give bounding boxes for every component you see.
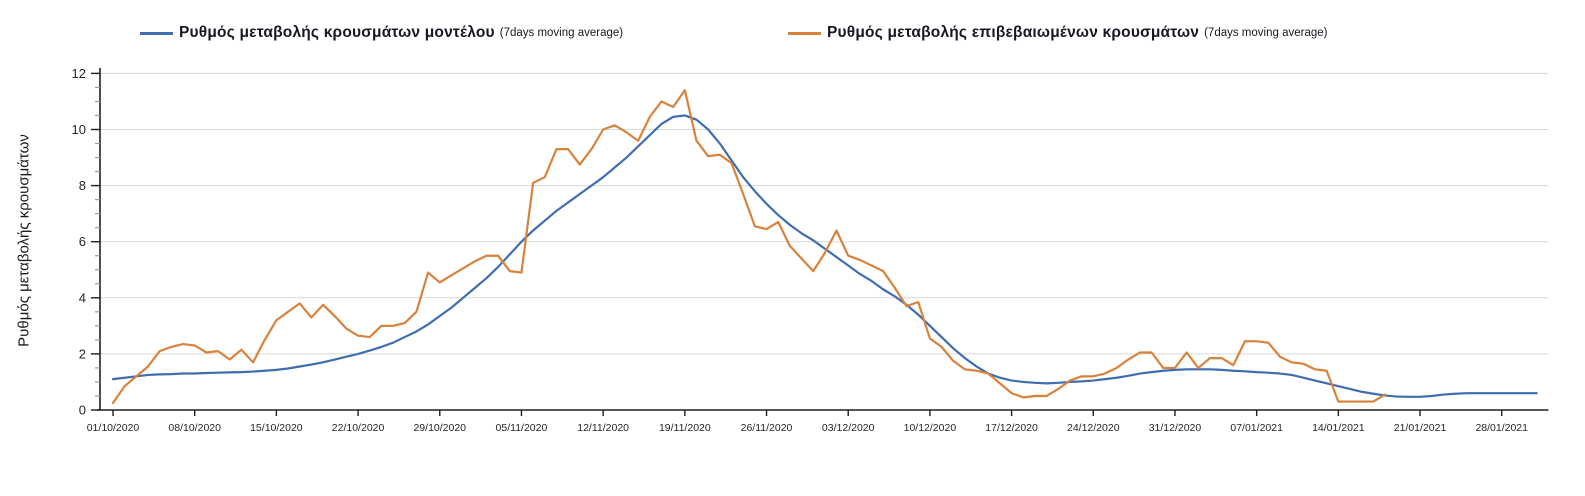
y-tick-label: 4 — [79, 290, 86, 305]
x-tick-label: 21/01/2021 — [1394, 422, 1447, 434]
x-tick-label: 03/12/2020 — [822, 422, 875, 434]
y-tick-label: 8 — [79, 178, 86, 193]
model-series-line — [111, 114, 1538, 398]
x-tick-label: 19/11/2020 — [659, 422, 711, 434]
x-tick-label: 05/11/2020 — [496, 422, 548, 434]
gridlines — [100, 72, 1549, 355]
y-tick-label: 10 — [72, 122, 86, 137]
x-tick-label: 15/10/2020 — [250, 422, 303, 434]
x-tick-label: 01/10/2020 — [87, 422, 140, 434]
axes — [97, 68, 1549, 411]
y-tick-label: 2 — [79, 346, 86, 361]
x-tick-label: 10/12/2020 — [904, 422, 957, 434]
x-tick-label: 26/11/2020 — [741, 422, 793, 434]
y-tick-label: 0 — [79, 403, 86, 418]
tick-marks — [91, 72, 1503, 416]
x-tick-label: 29/10/2020 — [413, 422, 466, 434]
data-series — [111, 89, 1538, 405]
x-tick-label: 08/10/2020 — [168, 422, 221, 434]
x-tick-label: 17/12/2020 — [985, 422, 1038, 434]
confirmed-series-line — [111, 89, 1387, 405]
y-tick-label: 12 — [72, 66, 86, 81]
x-tick-label: 22/10/2020 — [332, 422, 385, 434]
x-tick-label: 07/01/2021 — [1230, 422, 1283, 434]
x-tick-label: 28/01/2021 — [1475, 422, 1528, 434]
x-tick-label: 31/12/2020 — [1149, 422, 1202, 434]
y-tick-label: 6 — [79, 234, 86, 249]
x-tick-label: 14/01/2021 — [1312, 422, 1365, 434]
x-tick-label: 24/12/2020 — [1067, 422, 1120, 434]
tick-labels: 0 2 4 6 8 10 12 01/10/2020 08/10/2020 15/10/2020 2… — [72, 66, 1529, 434]
x-tick-label: 12/11/2020 — [577, 422, 629, 434]
